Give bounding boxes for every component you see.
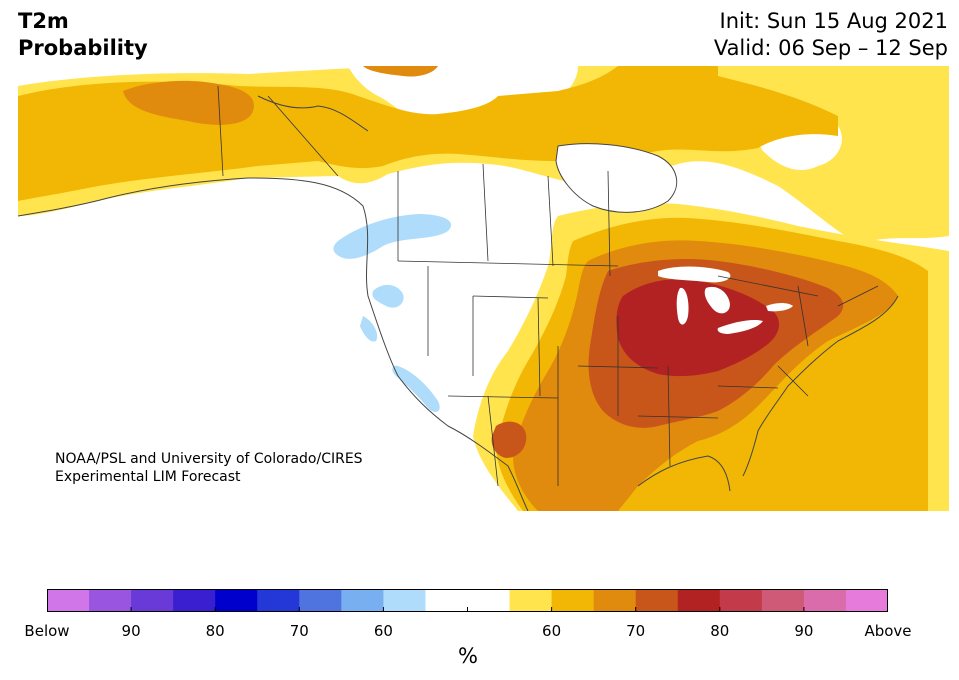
colorbar-swatch xyxy=(257,589,300,612)
colorbar-tick-label: 80 xyxy=(205,622,225,640)
colorbar-swatch xyxy=(803,589,847,612)
colorbar-tick-label: 70 xyxy=(289,622,309,640)
lake-michigan xyxy=(676,287,689,325)
colorbar-swatch xyxy=(47,589,90,612)
lake-superior xyxy=(658,266,731,283)
region-north-orange-2 xyxy=(363,66,438,77)
region-nw-lightblue xyxy=(333,214,452,259)
colorbar-swatch xyxy=(299,589,342,612)
colorbar-tick-label: 60 xyxy=(542,622,562,640)
lake-ontario xyxy=(766,303,793,312)
hudson-bay xyxy=(556,143,677,213)
colorbar-swatch xyxy=(215,589,258,612)
colorbar-swatch xyxy=(677,589,721,612)
region-north-orange xyxy=(123,80,254,125)
colorbar-swatch xyxy=(509,589,553,612)
map-title: T2m Probability xyxy=(18,8,148,62)
colorbar-swatch xyxy=(593,589,637,612)
colorbar-swatch xyxy=(467,589,511,612)
colorbar-tick-label: 90 xyxy=(794,622,814,640)
colorbar-tick-label: 60 xyxy=(373,622,393,640)
colorbar-swatch xyxy=(89,589,132,612)
lake-erie xyxy=(717,319,763,334)
lake-huron xyxy=(704,286,730,314)
region-pacific-lightblue xyxy=(372,284,404,308)
coastlines xyxy=(18,95,899,511)
title-variable: T2m xyxy=(18,9,69,33)
colorbar-tick-label: Above xyxy=(864,622,912,640)
colorbar-swatch xyxy=(761,589,805,612)
colorbar-swatch xyxy=(131,589,174,612)
region-red-core xyxy=(616,279,780,377)
colorbar-swatch xyxy=(845,589,888,612)
colorbar-tick-label: 90 xyxy=(121,622,141,640)
colorbar-unit: % xyxy=(458,644,478,668)
probability-map xyxy=(18,66,949,511)
colorbar-swatch xyxy=(425,589,468,612)
title-quantity: Probability xyxy=(18,36,148,60)
init-date: Init: Sun 15 Aug 2021 xyxy=(719,9,948,33)
forecast-credit: NOAA/PSL and University of Colorado/CIRE… xyxy=(55,450,363,486)
colorbar-swatch xyxy=(383,589,426,612)
credit-line-2: Experimental LIM Forecast xyxy=(55,469,241,485)
forecast-dates: Init: Sun 15 Aug 2021 Valid: 06 Sep – 12… xyxy=(714,8,948,62)
colorbar-tick-label: Below xyxy=(24,622,70,640)
colorbar-swatch xyxy=(173,589,216,612)
political-borders xyxy=(217,85,879,487)
colorbar-swatch xyxy=(551,589,595,612)
region-ca-lightblue xyxy=(392,365,440,412)
colorbar xyxy=(47,589,888,612)
region-ca-lightblue-2 xyxy=(360,316,378,342)
region-tx-rust xyxy=(491,421,527,458)
colorbar-swatch xyxy=(635,589,679,612)
colorbar-tick-label: 80 xyxy=(710,622,730,640)
colorbar-swatch xyxy=(719,589,763,612)
valid-period: Valid: 06 Sep – 12 Sep xyxy=(713,36,948,60)
colorbar-tick-label: 70 xyxy=(626,622,646,640)
map-canvas xyxy=(18,66,949,511)
credit-line-1: NOAA/PSL and University of Colorado/CIRE… xyxy=(55,451,363,467)
colorbar-swatch xyxy=(341,589,384,612)
